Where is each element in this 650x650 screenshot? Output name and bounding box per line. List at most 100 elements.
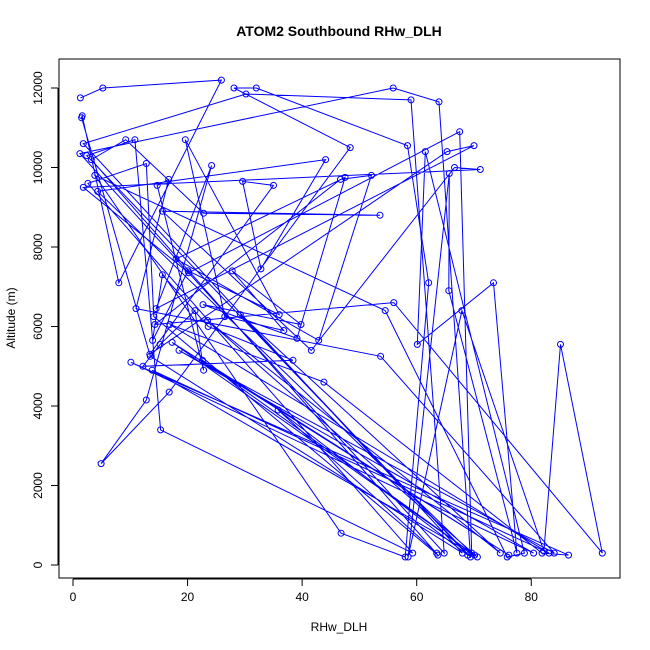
- data-point: [184, 267, 192, 275]
- data-point: [451, 164, 458, 171]
- data-point: [530, 549, 538, 557]
- data-point: [242, 90, 250, 98]
- data-point: [473, 553, 481, 561]
- data-point: [390, 299, 398, 307]
- data-point: [322, 156, 330, 164]
- data-point: [598, 549, 606, 557]
- data-point: [99, 84, 107, 92]
- data-point: [337, 175, 344, 183]
- y-tick-label: 10000: [31, 150, 45, 184]
- data-point: [199, 301, 207, 309]
- data-point: [545, 549, 553, 557]
- data-point: [83, 152, 91, 160]
- data-point: [401, 553, 409, 561]
- y-axis-label: Altitude (m): [4, 287, 18, 348]
- data-point: [78, 114, 86, 122]
- data-point: [127, 358, 135, 366]
- y-tick-label: 12000: [31, 71, 45, 105]
- series-layer: [78, 79, 603, 559]
- data-point: [181, 136, 189, 144]
- data-point: [199, 356, 206, 364]
- data-point: [275, 311, 283, 319]
- data-point: [150, 313, 158, 321]
- data-point: [149, 336, 157, 344]
- data-point: [413, 340, 421, 348]
- data-point: [132, 305, 140, 313]
- data-point: [289, 356, 297, 364]
- data-point: [217, 76, 225, 84]
- data-point: [236, 311, 244, 319]
- points-layer: [76, 76, 606, 561]
- data-point: [293, 334, 301, 342]
- data-point: [158, 207, 166, 215]
- y-tick-label: 6000: [31, 313, 45, 340]
- data-point: [158, 271, 166, 279]
- data-point: [421, 148, 429, 156]
- data-point: [94, 187, 102, 195]
- data-point: [445, 287, 453, 295]
- data-point: [341, 173, 349, 181]
- data-point: [221, 313, 229, 321]
- data-point: [435, 98, 443, 106]
- data-point: [139, 362, 147, 370]
- y-tick-label: 0: [31, 561, 45, 568]
- data-point: [91, 171, 99, 179]
- data-point: [168, 338, 176, 346]
- data-point: [122, 136, 130, 144]
- data-point: [228, 267, 236, 275]
- data-point: [131, 136, 139, 144]
- data-point: [84, 179, 92, 187]
- y-tick-label: 2000: [31, 472, 45, 499]
- data-point: [151, 321, 159, 328]
- data-point: [97, 460, 105, 468]
- data-point: [377, 352, 385, 360]
- data-point: [142, 160, 150, 167]
- data-point: [165, 175, 173, 183]
- data-point: [409, 549, 417, 557]
- data-point: [433, 549, 441, 557]
- data-point: [79, 183, 87, 191]
- x-tick-label: 60: [410, 590, 424, 604]
- data-point: [274, 406, 282, 414]
- data-point: [445, 170, 453, 177]
- x-tick-label: 0: [70, 590, 77, 604]
- data-point: [257, 265, 265, 273]
- data-point: [239, 177, 247, 185]
- data-point: [503, 553, 511, 561]
- data-point: [156, 340, 164, 348]
- data-point: [476, 166, 484, 173]
- data-point: [200, 209, 208, 217]
- data-point: [204, 317, 212, 324]
- data-point: [315, 336, 323, 344]
- chart-title: ATOM2 Southbound RHw_DLH: [236, 23, 442, 39]
- data-point: [557, 340, 564, 348]
- data-point: [200, 366, 208, 374]
- data-point: [389, 84, 397, 92]
- data-point: [404, 142, 411, 150]
- data-point: [320, 378, 328, 386]
- data-point: [115, 279, 123, 287]
- data-point: [407, 96, 415, 104]
- data-point: [443, 148, 451, 156]
- data-point: [513, 549, 521, 557]
- x-tick-label: 20: [181, 590, 195, 604]
- data-point: [505, 551, 513, 559]
- x-tick-label: 40: [295, 590, 309, 604]
- data-point: [490, 279, 497, 287]
- data-point: [470, 142, 478, 150]
- data-point: [404, 553, 412, 561]
- data-point: [538, 549, 546, 557]
- data-point: [307, 346, 315, 354]
- data-point: [270, 181, 277, 189]
- y-axis: 0 2000 4000 6000 8000 10000 12000: [31, 71, 59, 568]
- data-point: [175, 346, 183, 354]
- data-point: [166, 321, 174, 328]
- data-point: [458, 307, 466, 315]
- data-point: [550, 549, 558, 557]
- data-point: [142, 396, 150, 404]
- data-point: [297, 321, 305, 328]
- data-point: [280, 327, 288, 334]
- data-point: [464, 551, 472, 559]
- data-point: [337, 529, 345, 537]
